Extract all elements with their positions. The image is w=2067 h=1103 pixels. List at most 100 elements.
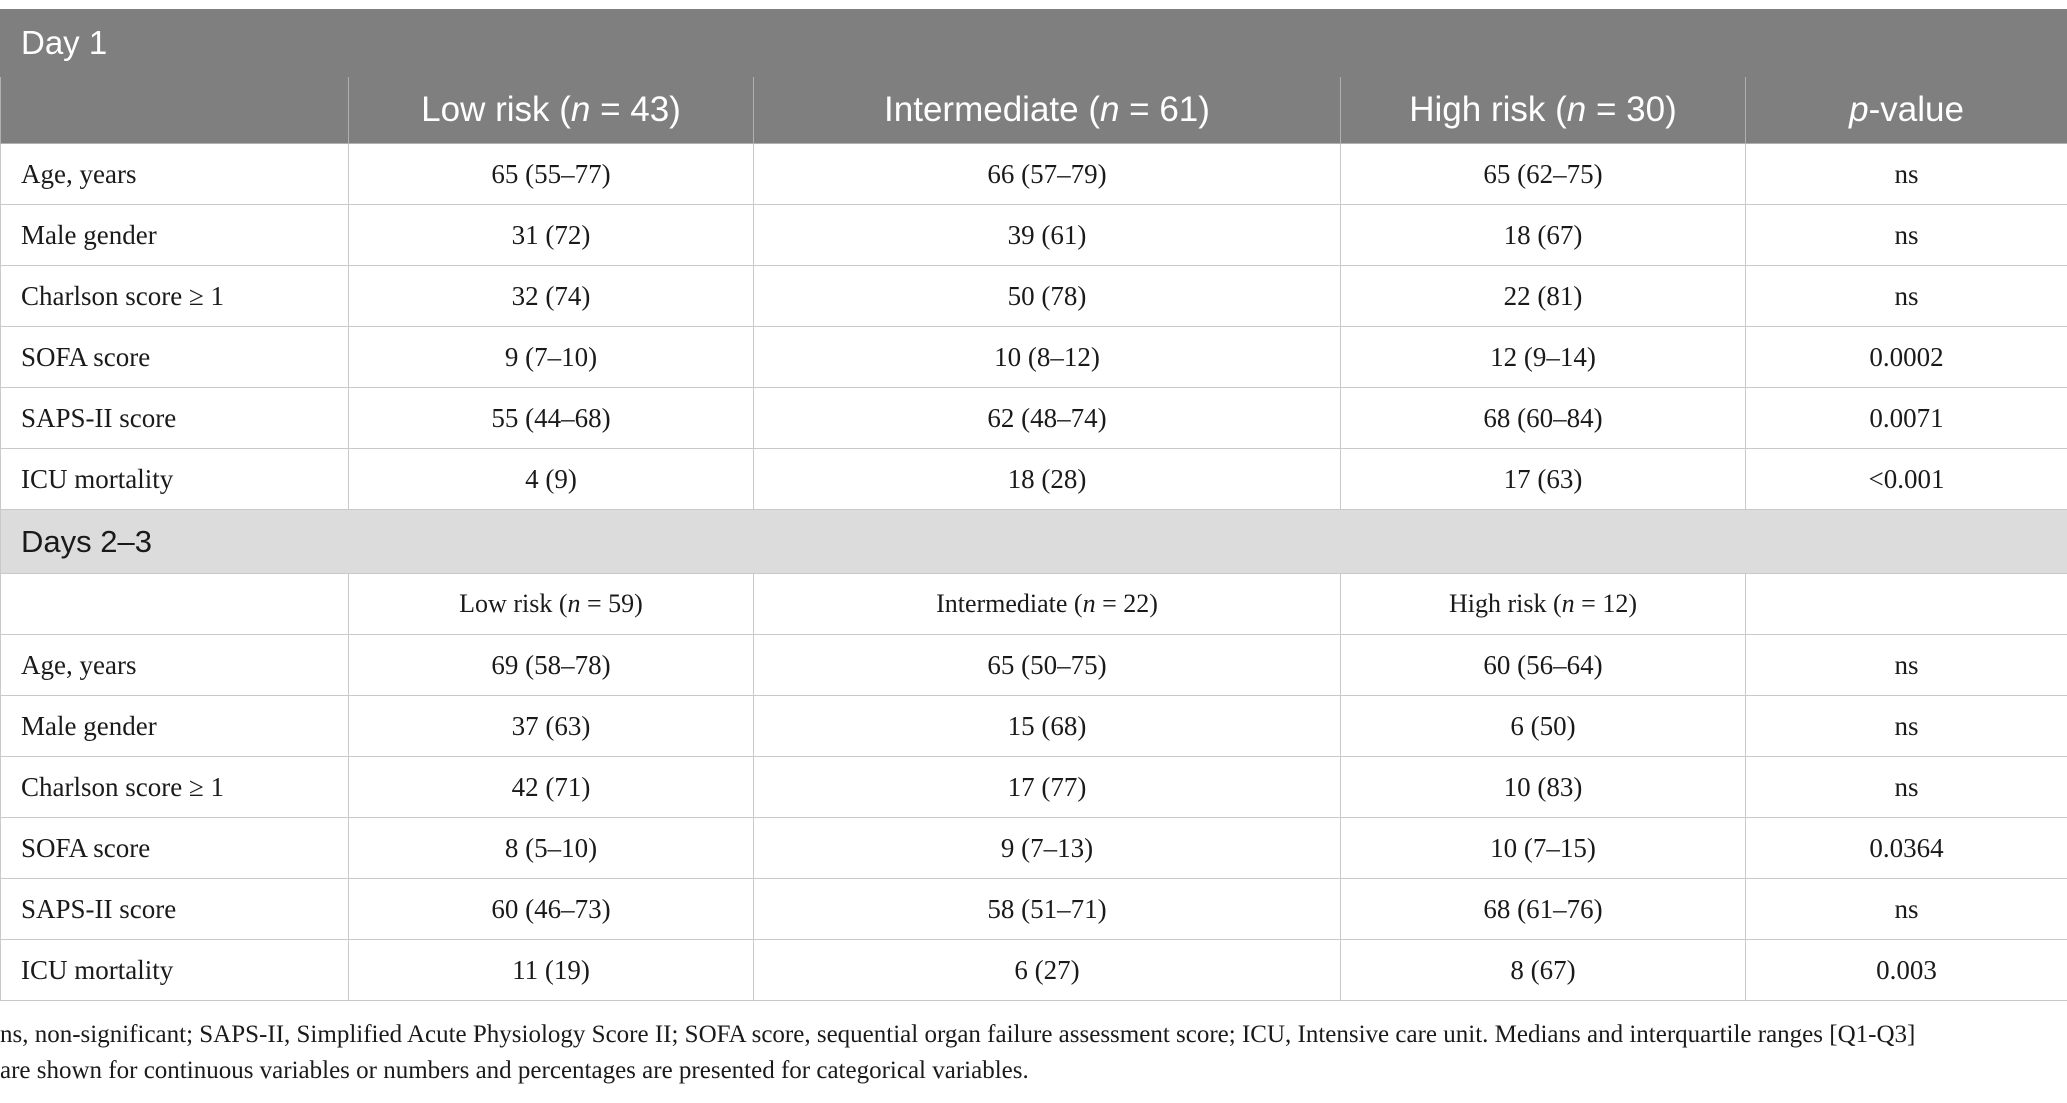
- row-label: Age, years: [0, 143, 349, 205]
- results-table-container: Day 1 Low risk (n = 43) Intermediate (n = …: [0, 9, 2067, 1001]
- table-cell: 50 (78): [753, 265, 1341, 327]
- table-cell: <0.001: [1744, 448, 2067, 510]
- table-row: Age, years 69 (58–78) 65 (50–75) 60 (56–64)…: [0, 634, 2067, 696]
- table-row: ICU mortality 4 (9) 18 (28) 17 (63) <0.001: [0, 448, 2067, 510]
- table-cell: 0.003: [1744, 939, 2067, 1001]
- table-cell: 18 (28): [753, 448, 1341, 510]
- table-cell: 9 (7–10): [348, 326, 754, 388]
- table-cell: 58 (51–71): [753, 878, 1341, 940]
- table-cell: 6 (27): [753, 939, 1341, 1001]
- column-header-prefix: High risk (: [1409, 90, 1567, 129]
- table-row: SAPS-II score 55 (44–68) 62 (48–74) 68 (60–…: [0, 387, 2067, 449]
- row-label: Male gender: [0, 695, 349, 757]
- row-label: Charlson score ≥ 1: [0, 265, 349, 327]
- table-cell: ns: [1744, 265, 2067, 327]
- column-header-suffix: = 43): [590, 90, 681, 129]
- table-cell: 22 (81): [1340, 265, 1746, 327]
- table-row: Charlson score ≥ 1 42 (71) 17 (77) 10 (83) n…: [0, 756, 2067, 818]
- column-header-suffix: = 59): [580, 589, 643, 618]
- table-cell: 15 (68): [753, 695, 1341, 757]
- table-row: Male gender 31 (72) 39 (61) 18 (67) ns: [0, 204, 2067, 266]
- column-header: High risk (n = 12): [1340, 573, 1746, 635]
- table-cell: 6 (50): [1340, 695, 1746, 757]
- table-cell: ns: [1744, 204, 2067, 266]
- table-cell: 62 (48–74): [753, 387, 1341, 449]
- table-row: SOFA score 9 (7–10) 10 (8–12) 12 (9–14) 0.00…: [0, 326, 2067, 388]
- column-header-blank: [0, 573, 349, 635]
- table-cell: 11 (19): [348, 939, 754, 1001]
- table-cell: 37 (63): [348, 695, 754, 757]
- table-cell: 32 (74): [348, 265, 754, 327]
- footnote-line-1: ns, non-significant; SAPS-II, Simplified…: [0, 1021, 1916, 1048]
- table-cell: 60 (56–64): [1340, 634, 1746, 696]
- row-label: SOFA score: [0, 817, 349, 879]
- table-cell: 31 (72): [348, 204, 754, 266]
- column-header-italic: n: [567, 589, 581, 618]
- row-label: SOFA score: [0, 326, 349, 388]
- section-title-row: Day 1: [0, 9, 2067, 77]
- table-cell: 68 (61–76): [1340, 878, 1746, 940]
- column-header: Intermediate (n = 22): [753, 573, 1341, 635]
- table-cell: 66 (57–79): [753, 143, 1341, 205]
- table-cell: 17 (63): [1340, 448, 1746, 510]
- table-row: ICU mortality 11 (19) 6 (27) 8 (67) 0.003: [0, 939, 2067, 1001]
- column-header-prefix: High risk (: [1449, 589, 1562, 618]
- table-cell: 12 (9–14): [1340, 326, 1746, 388]
- table-cell: 8 (67): [1340, 939, 1746, 1001]
- table-cell: 65 (62–75): [1340, 143, 1746, 205]
- section-title: Day 1: [0, 9, 2067, 77]
- table-cell: 10 (8–12): [753, 326, 1341, 388]
- table-cell: 17 (77): [753, 756, 1341, 818]
- table-cell: ns: [1744, 143, 2067, 205]
- column-header-italic: p: [1849, 90, 1869, 129]
- row-label: SAPS-II score: [0, 387, 349, 449]
- table-cell: ns: [1744, 878, 2067, 940]
- table-cell: 55 (44–68): [348, 387, 754, 449]
- table-cell: 4 (9): [348, 448, 754, 510]
- table-cell: 39 (61): [753, 204, 1341, 266]
- table-cell: 18 (67): [1340, 204, 1746, 266]
- table-cell: 65 (55–77): [348, 143, 754, 205]
- column-header-italic: n: [1082, 589, 1096, 618]
- row-label: ICU mortality: [0, 939, 349, 1001]
- table-cell: 0.0071: [1744, 387, 2067, 449]
- column-header-prefix: Low risk (: [421, 90, 571, 129]
- column-header: p-value: [1744, 76, 2067, 144]
- column-header-prefix: Intermediate (: [884, 90, 1100, 129]
- table-cell: 8 (5–10): [348, 817, 754, 879]
- results-table: Day 1 Low risk (n = 43) Intermediate (n = …: [0, 9, 2067, 1001]
- table-row: SAPS-II score 60 (46–73) 58 (51–71) 68 (61–…: [0, 878, 2067, 940]
- column-header-row: Low risk (n = 43) Intermediate (n = 61) Hi…: [0, 76, 2067, 144]
- table-cell: 68 (60–84): [1340, 387, 1746, 449]
- column-header-italic: n: [1566, 90, 1587, 129]
- column-header-suffix: = 30): [1586, 90, 1677, 129]
- table-cell: 0.0002: [1744, 326, 2067, 388]
- column-header: Low risk (n = 43): [348, 76, 754, 144]
- column-header-suffix: -value: [1868, 90, 1964, 129]
- column-header-row: Low risk (n = 59) Intermediate (n = 22) Hi…: [0, 573, 2067, 635]
- column-header-prefix: Intermediate (: [936, 589, 1083, 618]
- row-label: Age, years: [0, 634, 349, 696]
- column-header: Intermediate (n = 61): [753, 76, 1341, 144]
- table-row: Charlson score ≥ 1 32 (74) 50 (78) 22 (81) n…: [0, 265, 2067, 327]
- column-header-prefix: Low risk (: [459, 589, 568, 618]
- row-label: SAPS-II score: [0, 878, 349, 940]
- table-row: Age, years 65 (55–77) 66 (57–79) 65 (62–75)…: [0, 143, 2067, 205]
- table-cell: ns: [1744, 634, 2067, 696]
- table-row: SOFA score 8 (5–10) 9 (7–13) 10 (7–15) 0.036…: [0, 817, 2067, 879]
- column-header-suffix: = 12): [1574, 589, 1637, 618]
- column-header-italic: n: [1561, 589, 1575, 618]
- table-cell: 60 (46–73): [348, 878, 754, 940]
- row-label: Charlson score ≥ 1: [0, 756, 349, 818]
- column-header: Low risk (n = 59): [348, 573, 754, 635]
- row-label: ICU mortality: [0, 448, 349, 510]
- table-cell: ns: [1744, 695, 2067, 757]
- column-header: [1744, 573, 2067, 635]
- column-header-italic: n: [1099, 90, 1120, 129]
- table-cell: 9 (7–13): [753, 817, 1341, 879]
- row-label: Male gender: [0, 204, 349, 266]
- table-cell: 10 (83): [1340, 756, 1746, 818]
- column-header-italic: n: [570, 90, 591, 129]
- table-cell: ns: [1744, 756, 2067, 818]
- section-title-row: Days 2–3: [0, 509, 2067, 574]
